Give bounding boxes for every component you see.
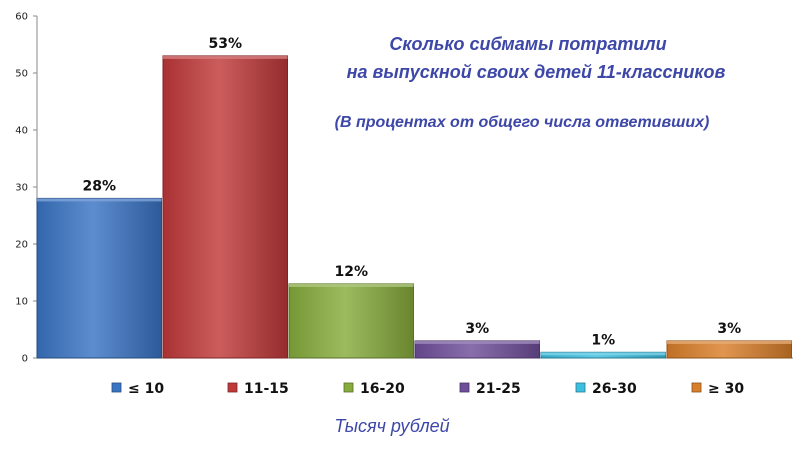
- data-label-1: 28%: [82, 178, 116, 194]
- bar-5-highlight: [541, 352, 666, 356]
- bar-2: [162, 55, 288, 359]
- legend-label-4: 21-25: [476, 381, 521, 397]
- legend-swatch-2: [227, 382, 238, 393]
- data-label-6: 3%: [717, 321, 741, 337]
- legend-swatch-5: [575, 382, 586, 393]
- bar-1-highlight: [37, 198, 162, 202]
- chart-title-line-2: на выпускной своих детей 11-классников: [347, 62, 726, 82]
- chart-title-line-1: Сколько сибмамы потратили: [389, 34, 666, 54]
- legend-label-2: 11-15: [244, 381, 289, 397]
- legend-label-3: 16-20: [360, 381, 405, 397]
- legend-swatch-6: [691, 382, 702, 393]
- legend-label-1: ≤ 10: [128, 381, 164, 397]
- bar-3-highlight: [289, 283, 414, 287]
- y-tick-label: 40: [15, 126, 28, 137]
- data-label-5: 1%: [591, 332, 615, 348]
- y-tick-label: 50: [15, 69, 28, 80]
- y-tick-label: 0: [22, 354, 28, 365]
- legend-label-5: 26-30: [592, 381, 637, 397]
- legend: ≤ 10 11-15 16-20 21-25 26-30 ≥ 30: [111, 381, 744, 397]
- data-labels: 28% 53% 12% 3% 1% 3%: [82, 36, 741, 348]
- chart-subtitle: (В процентах от общего числа ответивших): [335, 114, 710, 131]
- bar-4-highlight: [415, 340, 540, 344]
- y-tick-label: 30: [15, 183, 28, 194]
- data-label-3: 12%: [334, 264, 368, 280]
- data-label-4: 3%: [465, 321, 489, 337]
- legend-label-6: ≥ 30: [708, 381, 744, 397]
- bar-1: [36, 197, 162, 359]
- legend-swatch-4: [459, 382, 470, 393]
- x-axis-label: Тысяч рублей: [334, 416, 449, 436]
- legend-swatch-1: [111, 382, 122, 393]
- bar-6-highlight: [667, 340, 792, 344]
- bars: [36, 55, 792, 359]
- legend-swatch-3: [343, 382, 354, 393]
- y-tick-label: 20: [15, 240, 28, 251]
- y-tick-label: 10: [15, 297, 28, 308]
- data-label-2: 53%: [208, 36, 242, 52]
- bar-2-highlight: [163, 55, 288, 59]
- y-tick-label: 60: [15, 12, 28, 23]
- bar-3: [288, 283, 414, 359]
